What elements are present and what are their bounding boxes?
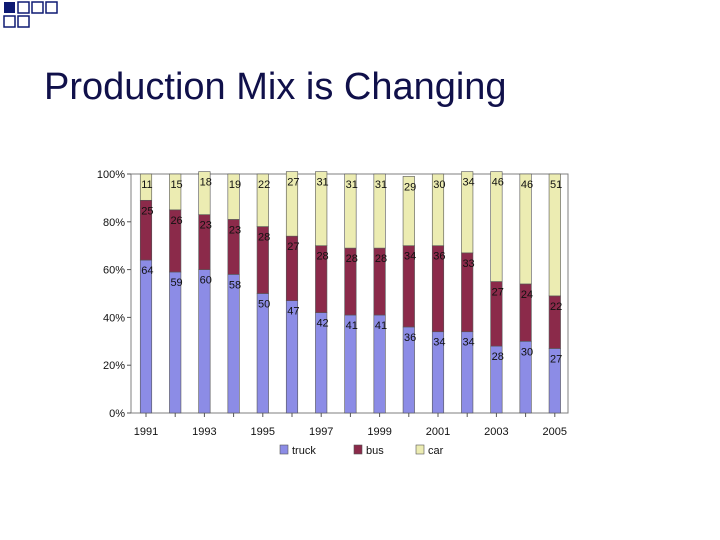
deco-square-6 — [3, 15, 16, 28]
data-label-car: 29 — [404, 181, 416, 193]
data-label-car: 31 — [316, 177, 328, 189]
data-label-car: 34 — [462, 177, 474, 189]
bar-segment-truck — [256, 293, 269, 414]
bar-segment-car — [198, 171, 211, 215]
data-label-bus: 23 — [229, 224, 241, 236]
legend-label-bus: bus — [366, 445, 384, 457]
data-label-car: 18 — [200, 177, 212, 189]
data-label-truck: 42 — [316, 318, 328, 330]
x-tick-label: 1993 — [192, 426, 216, 438]
data-label-truck: 47 — [287, 306, 299, 318]
deco-square-3 — [31, 1, 44, 14]
data-label-car: 51 — [550, 179, 562, 191]
data-label-bus: 27 — [492, 287, 504, 299]
data-label-car: 30 — [433, 179, 445, 191]
legend-swatch-car — [415, 444, 425, 455]
bar-segment-truck — [227, 274, 240, 414]
bar-segment-car — [373, 173, 386, 249]
x-tick-label: 1999 — [367, 426, 391, 438]
bar-segment-car — [519, 173, 532, 285]
data-label-bus: 28 — [346, 253, 358, 265]
data-label-bus: 28 — [316, 251, 328, 263]
data-label-car: 46 — [521, 179, 533, 191]
data-label-car: 15 — [170, 179, 182, 191]
bar-segment-car — [402, 176, 415, 246]
data-label-truck: 28 — [492, 351, 504, 363]
data-label-bus: 26 — [170, 215, 182, 227]
data-label-bus: 23 — [200, 220, 212, 232]
deco-square-1 — [4, 2, 15, 13]
data-label-bus: 25 — [141, 205, 153, 217]
data-label-truck: 27 — [550, 353, 562, 365]
y-tick-label: 60% — [103, 265, 125, 277]
data-label-car: 22 — [258, 179, 270, 191]
data-label-bus: 33 — [462, 258, 474, 270]
bar-segment-car — [548, 173, 561, 297]
legend-label-car: car — [428, 445, 444, 457]
data-label-car: 27 — [287, 177, 299, 189]
y-tick-label: 40% — [103, 312, 125, 324]
data-label-truck: 34 — [433, 337, 445, 349]
legend-swatch-bus — [353, 444, 363, 455]
bar-segment-truck — [139, 259, 153, 414]
bar-segment-car — [490, 171, 503, 282]
y-tick-label: 100% — [97, 169, 125, 181]
data-label-truck: 64 — [141, 265, 153, 277]
data-label-truck: 59 — [170, 277, 182, 289]
data-label-truck: 36 — [404, 332, 416, 344]
data-label-car: 46 — [492, 177, 504, 189]
data-label-bus: 28 — [375, 253, 387, 265]
deco-square-4 — [45, 1, 58, 14]
data-label-bus: 24 — [521, 289, 533, 301]
data-label-car: 19 — [229, 179, 241, 191]
legend-label-truck: truck — [292, 445, 316, 457]
deco-square-5 — [17, 15, 30, 28]
bar-segment-car — [256, 173, 269, 227]
data-label-car: 31 — [346, 179, 358, 191]
deco-square-2 — [17, 1, 30, 14]
bar-segment-truck — [169, 271, 182, 414]
x-tick-label: 2001 — [426, 426, 450, 438]
data-label-bus: 34 — [404, 251, 416, 263]
bar-segment-truck — [198, 269, 211, 414]
data-label-truck: 41 — [346, 320, 358, 332]
data-label-truck: 58 — [229, 279, 241, 291]
slide-decoration — [3, 1, 58, 28]
y-tick-label: 0% — [109, 408, 125, 420]
legend-swatch-truck — [279, 444, 289, 455]
x-tick-label: 2005 — [543, 426, 567, 438]
data-label-truck: 60 — [200, 275, 212, 287]
bar-segment-car — [315, 171, 328, 246]
bar-segment-car — [227, 173, 240, 220]
y-tick-label: 80% — [103, 217, 125, 229]
x-tick-label: 1997 — [309, 426, 333, 438]
slide-title: Production Mix is Changing — [44, 66, 507, 108]
data-label-bus: 22 — [550, 301, 562, 313]
data-label-bus: 36 — [433, 251, 445, 263]
data-label-truck: 50 — [258, 299, 270, 311]
bar-segment-car — [285, 171, 299, 237]
x-tick-label: 1995 — [251, 426, 275, 438]
data-label-bus: 27 — [287, 241, 299, 253]
data-label-truck: 34 — [462, 337, 474, 349]
data-label-bus: 28 — [258, 232, 270, 244]
x-tick-label: 1991 — [134, 426, 158, 438]
bar-segment-car — [169, 173, 182, 211]
data-label-car: 31 — [375, 179, 387, 191]
bar-segment-car — [431, 173, 445, 246]
bar-segment-car — [461, 171, 474, 254]
bar-segment-car — [139, 173, 153, 201]
data-label-truck: 41 — [375, 320, 387, 332]
bar-segment-car — [344, 173, 357, 249]
data-label-car: 11 — [141, 179, 152, 191]
data-label-truck: 30 — [521, 346, 533, 358]
y-tick-label: 20% — [103, 360, 125, 372]
x-tick-label: 2003 — [484, 426, 508, 438]
